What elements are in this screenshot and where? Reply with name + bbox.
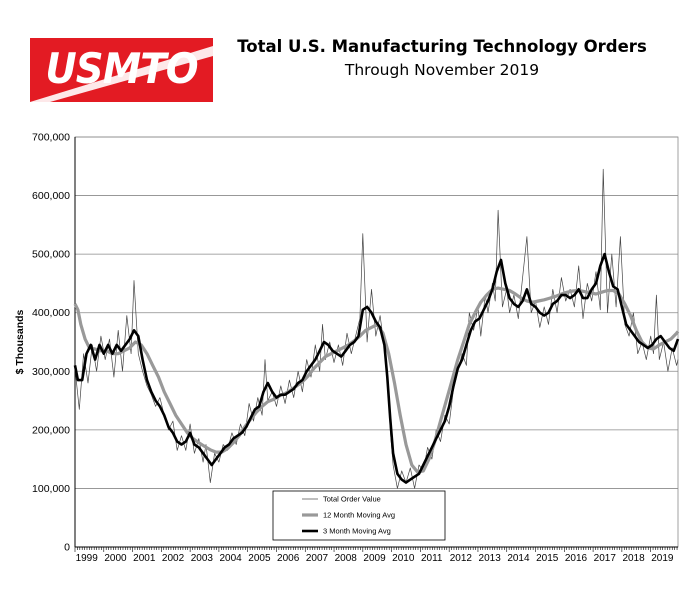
- axes: [74, 136, 679, 552]
- x-tick-label: 2015: [536, 553, 559, 564]
- logo-text: USMTO: [45, 44, 198, 93]
- y-tick-label: 0: [64, 542, 70, 554]
- x-tick-label: 1999: [76, 553, 99, 564]
- x-tick-label: 2018: [622, 553, 645, 564]
- y-tick-label: 500,000: [32, 249, 70, 261]
- x-tick-label: 2009: [363, 553, 386, 564]
- usmto-logo: USMTO: [30, 38, 213, 102]
- y-tick-label: 100,000: [32, 483, 70, 495]
- series-lines: [73, 168, 680, 489]
- legend-entry: 3 Month Moving Avg: [323, 527, 391, 536]
- x-tick-label: 2001: [133, 553, 156, 564]
- legend-entry: Total Order Value: [323, 495, 381, 504]
- x-tick-labels: 1999 2000 2001 2002 2003 2004 2005 2006 2007 2008…: [76, 553, 674, 564]
- x-tick-label: 2006: [277, 553, 300, 564]
- x-tick-label: 2016: [565, 553, 588, 564]
- x-tick-label: 2012: [450, 553, 473, 564]
- legend: Total Order Value 12 Month Moving Avg 3 Mo…: [272, 490, 446, 541]
- gridlines: [75, 136, 678, 489]
- x-tick-label: 2005: [248, 553, 271, 564]
- legend-entry: 12 Month Moving Avg: [323, 511, 395, 520]
- x-tick-label: 2002: [162, 553, 185, 564]
- x-tick-label: 2007: [306, 553, 329, 564]
- x-tick-label: 2014: [507, 553, 530, 564]
- y-axis-label: $ Thousands: [14, 309, 26, 374]
- chart-title: Total U.S. Manufacturing Technology Orde…: [237, 37, 647, 56]
- logo-swoosh-icon: [30, 46, 213, 102]
- y-tick-labels: 0 100,000 200,000 300,000 400,000 500,000 600,…: [32, 132, 70, 554]
- y-tick-label: 600,000: [32, 190, 70, 202]
- y-tick-label: 200,000: [32, 424, 70, 436]
- legend-box: [272, 490, 446, 541]
- y-tick-label: 300,000: [32, 366, 70, 378]
- x-tick-label: 2011: [421, 553, 443, 564]
- x-tick-label: 2013: [479, 553, 502, 564]
- x-tick-label: 2000: [104, 553, 127, 564]
- x-tick-label: 2008: [335, 553, 358, 564]
- series-line-1: [74, 168, 679, 489]
- plot-area-border: [74, 136, 679, 548]
- chart-subtitle: Through November 2019: [344, 61, 540, 79]
- y-tick-label: 700,000: [32, 132, 70, 144]
- x-tick-label: 2017: [594, 553, 617, 564]
- y-tick-label: 400,000: [32, 307, 70, 319]
- x-tick-label: 2003: [191, 553, 214, 564]
- x-tick-label: 2004: [219, 553, 242, 564]
- x-tick-label: 2010: [392, 553, 415, 564]
- x-tick-label: 2019: [651, 553, 674, 564]
- series-line-2: [73, 286, 680, 474]
- series-line-3: [73, 252, 680, 484]
